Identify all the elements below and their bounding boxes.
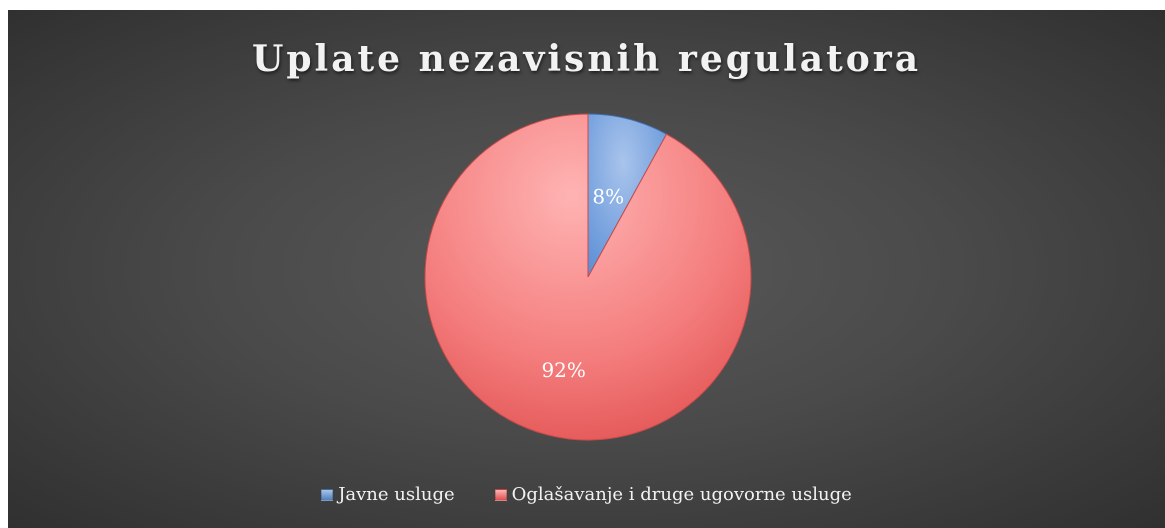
legend-item-javne-usluge: Javne usluge <box>321 484 455 505</box>
data-label-0: 8% <box>592 185 624 209</box>
chart-title: Uplate nezavisnih regulatora <box>251 38 922 80</box>
chart-legend: Javne usluge Oglašavanje i druge ugovorn… <box>8 484 1165 505</box>
legend-swatch-blue-icon <box>321 488 334 501</box>
legend-label: Oglašavanje i druge ugovorne usluge <box>511 484 852 505</box>
legend-swatch-red-icon <box>494 488 507 501</box>
legend-item-oglasavanje: Oglašavanje i druge ugovorne usluge <box>494 484 852 505</box>
chart-area: Uplate nezavisnih regulatora 8% 92% Javne… <box>8 10 1165 528</box>
legend-label: Javne usluge <box>338 484 455 505</box>
pie-chart: 8% 92% <box>424 113 752 441</box>
data-label-1: 92% <box>541 358 585 382</box>
pie-slice-1 <box>424 113 752 441</box>
